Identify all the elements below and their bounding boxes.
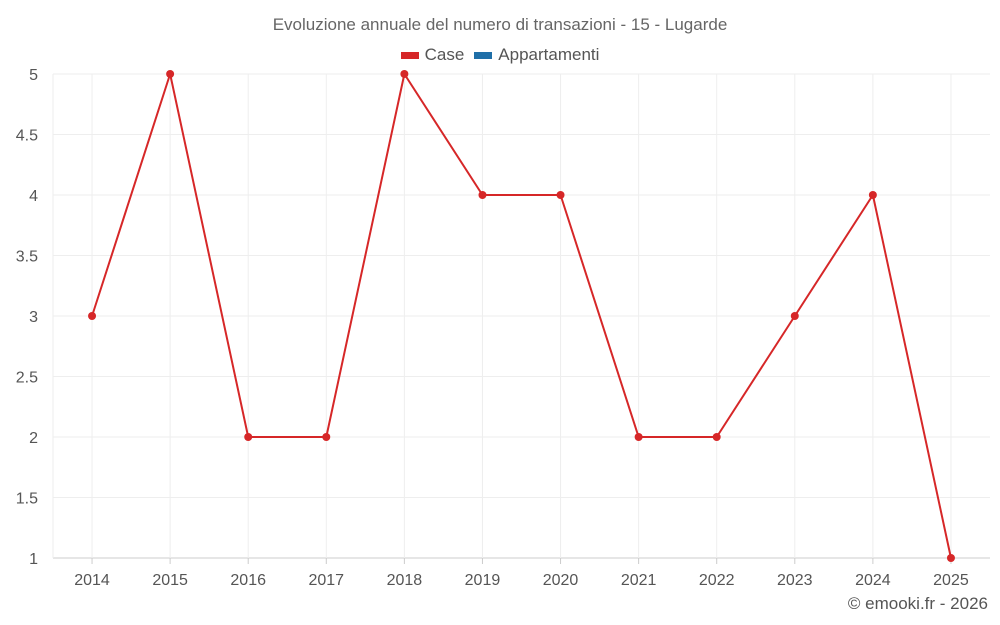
- data-point: [634, 433, 643, 441]
- x-tick-label: 2024: [855, 572, 891, 589]
- data-point: [400, 70, 409, 78]
- y-tick-label: 3.5: [16, 249, 38, 266]
- x-tick-label: 2022: [699, 572, 735, 589]
- y-tick-label: 1: [29, 551, 38, 568]
- legend: Case Appartamenti: [0, 45, 1000, 65]
- x-tick-label: 2020: [543, 572, 579, 589]
- legend-item-appartamenti[interactable]: Appartamenti: [474, 45, 599, 65]
- data-point: [712, 433, 721, 441]
- data-point: [790, 312, 799, 320]
- x-tick-label: 2017: [308, 572, 344, 589]
- legend-swatch-appartamenti: [474, 51, 493, 59]
- y-tick-label: 4: [29, 188, 38, 205]
- series-line-case: [91, 73, 952, 559]
- y-tick-label: 1.5: [16, 491, 38, 508]
- chart-title: Evoluzione annuale del numero di transaz…: [272, 15, 728, 34]
- y-tick-label: 5: [29, 67, 38, 84]
- data-point: [166, 70, 175, 78]
- y-tick-label: 2: [29, 430, 38, 447]
- data-point: [88, 312, 97, 320]
- x-tick-label: 2019: [465, 572, 501, 589]
- y-tick-label: 2.5: [16, 370, 38, 387]
- x-tick-label: 2025: [933, 572, 969, 589]
- x-tick-label: 2021: [621, 572, 657, 589]
- x-tick-label: 2015: [152, 572, 188, 589]
- data-point: [556, 191, 565, 199]
- y-tick-label: 3: [29, 309, 38, 326]
- legend-label-case: Case: [424, 45, 465, 64]
- y-tick-label: 4.5: [16, 128, 38, 145]
- x-tick-label: 2023: [777, 572, 813, 589]
- data-point: [478, 191, 487, 199]
- x-tick-label: 2016: [230, 572, 266, 589]
- data-point: [244, 433, 253, 441]
- data-point: [868, 191, 877, 199]
- legend-item-case[interactable]: Case: [400, 45, 465, 65]
- data-point: [946, 554, 955, 562]
- x-tick-label: 2014: [74, 572, 110, 589]
- credit-text: © emooki.fr - 2026: [847, 594, 988, 613]
- legend-swatch-case: [400, 51, 419, 59]
- data-point: [322, 433, 331, 441]
- legend-label-appartamenti: Appartamenti: [498, 45, 600, 64]
- x-tick-label: 2018: [387, 572, 423, 589]
